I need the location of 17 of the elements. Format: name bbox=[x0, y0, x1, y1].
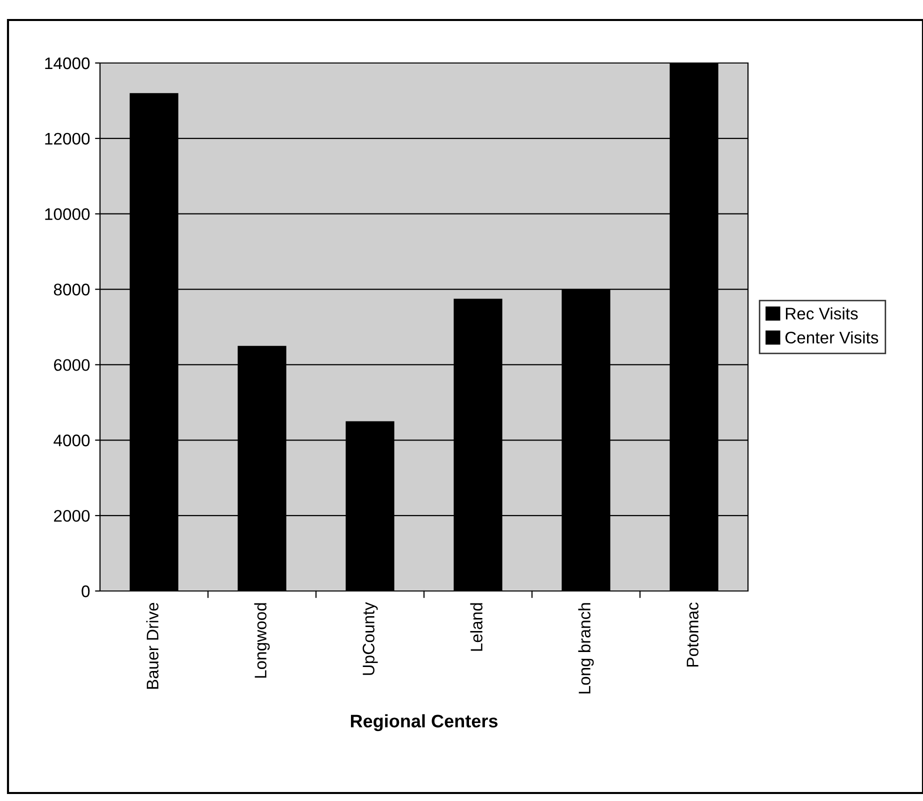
x-tick-label: Long branch bbox=[578, 603, 594, 694]
y-tick-label: 10000 bbox=[45, 208, 90, 220]
y-tick-label: 6000 bbox=[54, 359, 90, 371]
x-tick-label: Longwood bbox=[254, 603, 270, 678]
y-tick-label: 4000 bbox=[54, 434, 90, 446]
y-tick-label: 12000 bbox=[45, 132, 90, 145]
x-tick-label: UpCounty bbox=[362, 602, 378, 675]
y-tick-label: 0 bbox=[82, 585, 90, 598]
x-axis-title: Regional Centers bbox=[350, 714, 498, 732]
x-tick-label: Potomac bbox=[686, 602, 698, 667]
x-tick-label: Leland bbox=[470, 603, 482, 651]
y-tick-label: 8000 bbox=[54, 284, 90, 296]
y-tick-label: 2000 bbox=[54, 510, 90, 522]
legend-label: Rec Visits bbox=[786, 307, 858, 320]
y-tick-label: 14000 bbox=[45, 57, 90, 70]
x-tick-label: Bauer Drive bbox=[146, 602, 158, 689]
legend-label: Center Visits bbox=[785, 331, 878, 344]
